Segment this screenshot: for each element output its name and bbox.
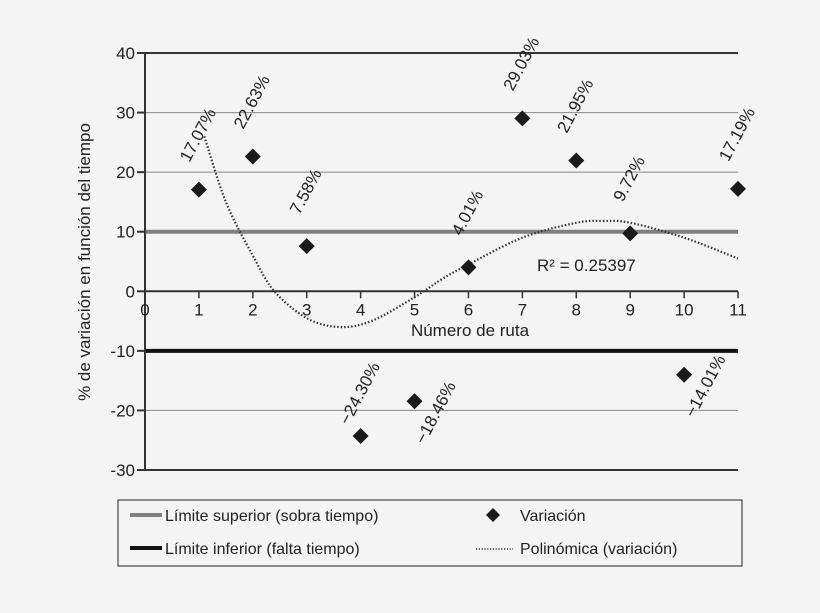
y-tick-label: 0: [126, 282, 135, 301]
data-point: [676, 366, 693, 383]
data-label: 9.72%: [610, 153, 649, 204]
data-point: [730, 180, 746, 197]
x-tick-label: 5: [410, 300, 419, 319]
data-point: [244, 148, 261, 165]
data-label: 17.19%: [715, 104, 759, 164]
legend-label-lower: Límite inferior (falta tiempo): [165, 541, 360, 558]
x-tick-label: 1: [194, 300, 203, 319]
y-tick-label: -20: [110, 401, 135, 420]
y-tick-label: 20: [116, 163, 135, 182]
y-axis-title: % de variación en función del tiempo: [75, 123, 94, 401]
data-points: [190, 110, 746, 445]
x-tick-label: 0: [140, 300, 149, 319]
data-label: −18.46%: [411, 378, 460, 447]
data-point: [460, 259, 477, 276]
r2-annotation: R² = 0.25397: [537, 256, 636, 275]
y-tick-label: -30: [110, 461, 135, 480]
x-tick-label: 8: [572, 300, 581, 319]
x-tick-label: 10: [675, 300, 694, 319]
y-tick-label: 10: [116, 223, 135, 242]
y-tick-label: 30: [116, 104, 135, 123]
axes: 40 30 20 10 0 -10 -20 -30 0 1 2 3 4 5 6 7 8 9 10 11: [110, 44, 746, 480]
y-tick-label: 40: [116, 44, 135, 63]
data-label: 22.63%: [230, 72, 274, 132]
legend-swatch-diamond: [486, 508, 500, 522]
x-tick-label: 9: [625, 300, 634, 319]
reference-lines: [145, 229, 738, 353]
trendline-polynomial: [203, 136, 739, 329]
x-axis-title: Número de ruta: [411, 321, 530, 340]
data-point: [406, 393, 423, 410]
x-tick-label: 3: [302, 300, 311, 319]
legend-label-variacion: Variación: [520, 508, 586, 525]
y-tick-label: -10: [110, 342, 135, 361]
data-point: [514, 110, 531, 127]
data-point: [568, 152, 585, 169]
legend-label-polinomica: Polinómica (variación): [520, 541, 677, 558]
data-point: [622, 225, 639, 242]
data-label: 21.95%: [553, 76, 597, 136]
legend-label-upper: Límite superior (sobra tiempo): [165, 508, 378, 525]
legend: Límite superior (sobra tiempo) Variación…: [117, 499, 743, 567]
legend-box: [117, 499, 743, 567]
x-tick-label: 6: [464, 300, 473, 319]
x-tick-label: 4: [356, 300, 365, 319]
data-point: [352, 428, 369, 445]
data-labels: 17.07%22.63%7.58%−24.30% −18.46%4.01%29.0…: [176, 34, 759, 447]
data-label: 29.03%: [500, 34, 544, 94]
x-tick-label: 7: [518, 300, 527, 319]
x-tick-label: 2: [248, 300, 257, 319]
data-point: [298, 238, 315, 255]
x-tick-label: 11: [729, 300, 747, 319]
data-label: 17.07%: [176, 105, 220, 165]
data-label: −24.30%: [336, 359, 385, 428]
data-label: 7.58%: [286, 166, 325, 217]
data-point: [190, 181, 207, 198]
